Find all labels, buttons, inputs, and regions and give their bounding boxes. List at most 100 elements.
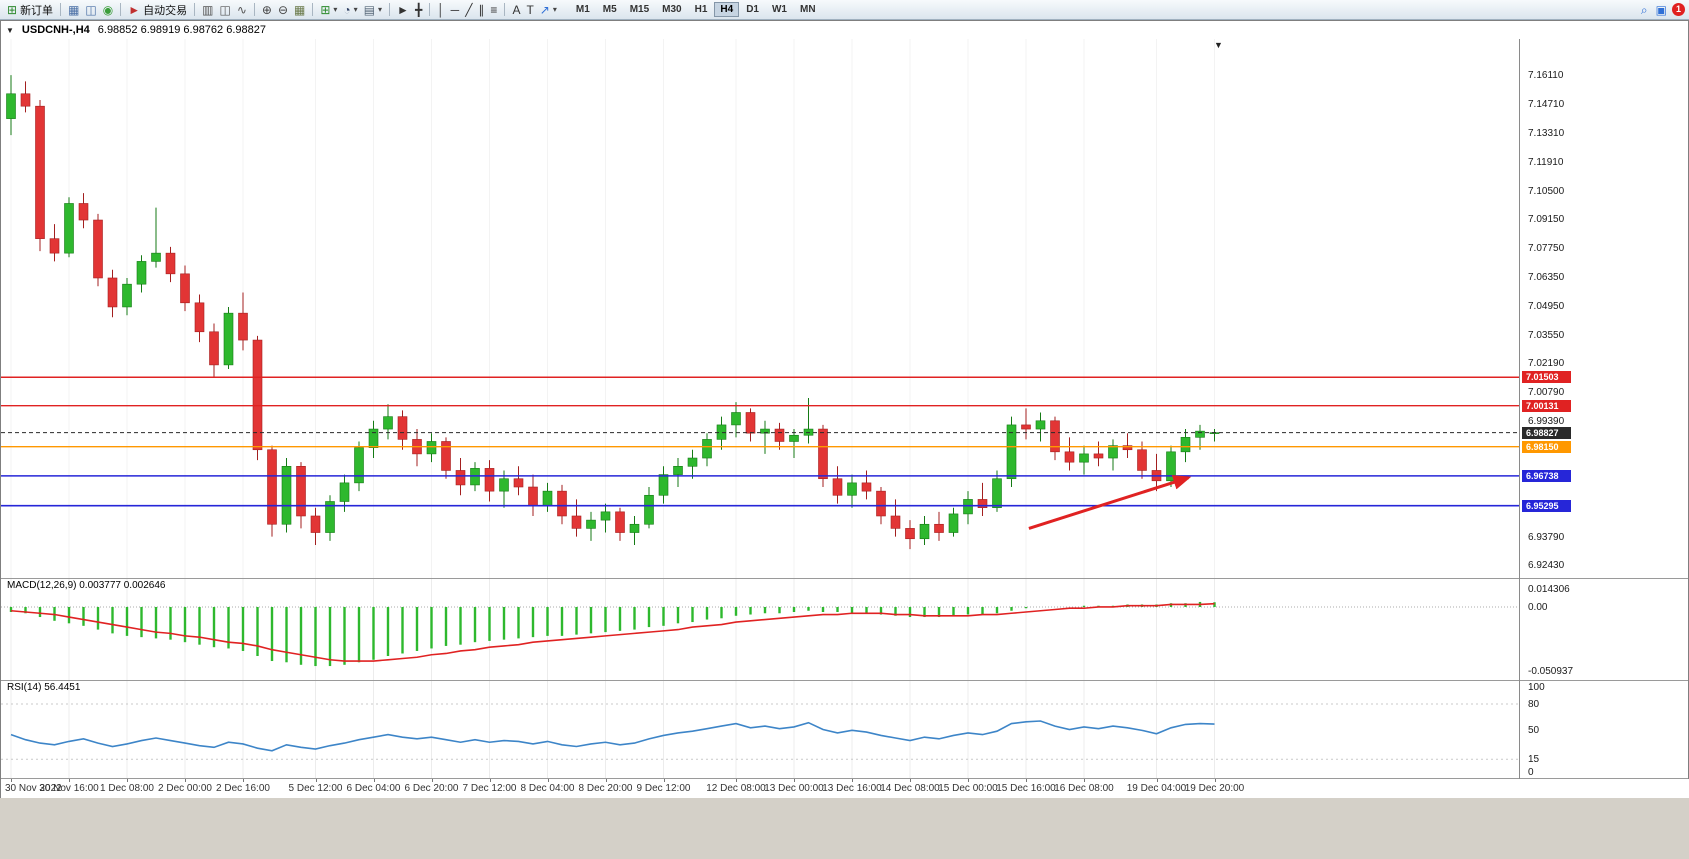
macd-panel[interactable] [1,579,1519,680]
price-axis-label: 7.06350 [1528,271,1565,283]
horizontal-lines[interactable] [1,376,1519,507]
time-axis-tick [736,779,737,782]
candle-body [6,93,16,119]
dropdown-arrow-icon[interactable]: ▾ [333,5,338,14]
new-order-label: 新订单 [20,4,54,17]
fibonacci-button[interactable]: ≡ [487,2,500,18]
zoom-in-button[interactable]: ⊕ [259,2,275,18]
candle-body [484,468,495,492]
time-axis-tick [1084,779,1085,782]
bar-chart-icon: ▥ [202,2,214,17]
price-tag[interactable]: 6.95295 [1522,499,1571,512]
time-axis-label: 30 Nov 16:00 [39,783,99,794]
text-label-button[interactable]: T [523,2,536,18]
price-tag[interactable]: 6.96738 [1522,469,1571,482]
time-axis-label: 19 Dec 04:00 [1126,783,1187,794]
time-axis-label: 15 Dec 00:00 [938,783,998,794]
price-axis-label: 7.13310 [1528,127,1565,139]
dropdown-arrow-icon[interactable]: ▾ [552,5,557,14]
price-tag[interactable]: 6.98827 [1522,426,1571,439]
chart-shift-marker-icon[interactable]: ▼ [1214,40,1223,50]
time-axis-tick [794,779,795,782]
trendline-button[interactable]: ╱ [462,2,475,18]
timeframe-h4-button[interactable]: H4 [714,2,740,17]
axis-separator [1,778,1688,779]
candle-body [194,302,205,333]
timeframe-m5-button[interactable]: M5 [602,4,617,15]
channel-button[interactable]: ∥ [475,2,487,18]
candle-body [296,466,306,517]
chart-collapse-icon[interactable]: ▼ [6,25,14,35]
candle-body [934,523,944,533]
candle-body [252,339,263,451]
candle-body [49,238,60,254]
dropdown-arrow-icon[interactable]: ▾ [353,5,358,14]
candle-body [1050,420,1060,453]
horizontal-line-button[interactable]: ─ [448,2,463,18]
zoom-in-icon: ⊕ [261,2,272,17]
main-toolbar: ⊞ 新订单 ▦ ◫ ◉ ► 自动交易 ▥ ◫ ∿ ⊕ ⊖ ▦ ⊞ ▾ ◔ ▾ ▤ ▾ ► ╋ │ ─ ╱ ∥ ≡ A T ↗ ▾ M1 M5… [0,0,1689,20]
trendline-icon: ╱ [465,2,473,17]
trend-arrow-annotation[interactable] [1028,475,1192,530]
profiles-button[interactable]: ◫ [82,2,99,18]
candle-body [93,219,103,279]
new-order-icon: ⊞ [7,2,18,17]
candle-body [426,441,437,455]
auto-trading-button[interactable]: ► 自动交易 [125,2,190,18]
text-button[interactable]: A [509,2,523,18]
candle-body [1035,420,1046,430]
cursor-button[interactable]: ► [394,2,412,18]
timeframe-m1-button[interactable]: M1 [575,4,590,15]
notification-badge[interactable]: 1 [1672,3,1685,16]
timeframe-w1-button[interactable]: W1 [771,4,787,15]
candlestick-button[interactable]: ◫ [216,2,233,18]
zoom-out-button[interactable]: ⊖ [275,2,291,18]
candle-body [847,482,857,496]
timeframe-h1-button[interactable]: H1 [694,4,708,15]
time-axis-label: 8 Dec 20:00 [578,783,633,794]
price-tag[interactable]: 7.00131 [1522,399,1571,412]
timeframe-d1-button[interactable]: D1 [746,4,759,15]
candle-body [702,439,712,459]
price-axis-label: 7.04950 [1528,300,1565,312]
indicators-button[interactable]: ⊞ ▾ [317,2,340,18]
timeframe-m30-button[interactable]: M30 [662,4,682,15]
new-order-button[interactable]: ⊞ 新订单 [4,2,56,18]
community-button[interactable]: ▣ [1653,2,1670,18]
tile-windows-button[interactable]: ▦ [291,2,308,18]
candle-body [731,412,741,426]
time-axis-tick [185,779,186,782]
bar-chart-button[interactable]: ▥ [199,2,216,18]
dropdown-arrow-icon[interactable]: ▾ [378,5,383,14]
candle-body [441,441,451,471]
charts-button[interactable]: ▦ [65,2,82,18]
templates-button[interactable]: ▤ ▾ [361,2,385,18]
rsi-panel[interactable] [1,681,1519,778]
price-tag[interactable]: 7.01503 [1522,371,1571,384]
fibonacci-icon: ≡ [490,2,498,17]
timeframe-mn-button[interactable]: MN [799,4,816,15]
auto-trading-icon: ► [128,2,141,17]
search-button[interactable]: ⌕ [1638,2,1651,18]
candle-body [354,447,364,484]
crosshair-button[interactable]: ╋ [412,2,425,18]
alerts-button[interactable]: ◉ [100,2,116,18]
price-axis-separator [1519,39,1520,798]
timeframe-m15-button[interactable]: M15 [629,4,650,15]
panel-separator[interactable] [1,578,1688,579]
toolbar-separator [389,3,391,16]
price-tag[interactable]: 6.98150 [1522,440,1571,453]
vertical-line-button[interactable]: │ [434,2,448,18]
panel-separator[interactable] [1,680,1688,681]
line-chart-button[interactable]: ∿ [234,2,250,18]
community-icon: ▣ [1655,2,1667,17]
candle-body [890,515,901,529]
arrows-button[interactable]: ↗ ▾ [537,2,560,18]
periods-button[interactable]: ◔ ▾ [340,2,360,18]
candle-body [64,203,74,254]
time-axis-label: 8 Dec 04:00 [520,783,575,794]
price-chart[interactable] [1,39,1519,578]
price-axis-label: 6.99390 [1528,415,1565,427]
candle-body [1064,451,1075,463]
candle-body [1122,445,1133,451]
